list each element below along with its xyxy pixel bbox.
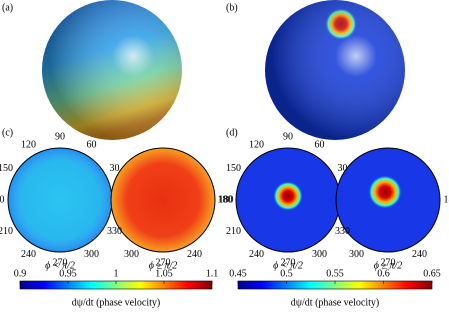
sphere-shading xyxy=(265,0,405,140)
angle-label: 120 xyxy=(249,140,264,151)
angle-label: 150 xyxy=(0,163,13,174)
polar-disk xyxy=(110,147,216,253)
angle-label: 240 xyxy=(21,249,36,260)
panel-label: (c) xyxy=(2,127,13,138)
colorbar-tick-label: 0.95 xyxy=(59,268,77,279)
colorbar-label: dψ/dt (phase velocity) xyxy=(72,297,160,308)
panel-label: (d) xyxy=(226,127,238,138)
polar-spot xyxy=(368,175,402,209)
angle-label: 300 xyxy=(312,249,327,260)
angle-label: 180 xyxy=(0,194,5,205)
polar-disk xyxy=(7,147,113,253)
subplot-label: ϕ < π/2 xyxy=(273,260,303,271)
panel-label: (b) xyxy=(226,2,238,13)
angle-label: 30 xyxy=(338,163,348,174)
polar-spot xyxy=(273,181,303,211)
angle-label: 90 xyxy=(55,131,65,142)
colorbar-tick-label: 1.05 xyxy=(155,268,173,279)
colorbar-tick-label: 0.9 xyxy=(14,268,27,279)
angle-label: 180 xyxy=(219,194,234,205)
angle-label: 300 xyxy=(124,249,139,260)
angle-label: 330 xyxy=(335,226,350,237)
subplot-label: ϕ ≥ π/2 xyxy=(149,260,177,271)
colorbar-tick-label: 1 xyxy=(114,268,119,279)
colorbar-tick-label: 0.55 xyxy=(326,268,344,279)
angle-label: 60 xyxy=(315,140,325,151)
colorbar-label: dψ/dt (phase velocity) xyxy=(291,297,379,308)
colorbar-tick-label: 0.65 xyxy=(423,268,441,279)
angle-label: 210 xyxy=(226,226,241,237)
angle-label: 270 xyxy=(281,257,296,268)
panel-label: (a) xyxy=(2,2,13,13)
angle-label: 180 xyxy=(444,194,449,205)
angle-label: 180 xyxy=(218,194,233,205)
angle-label: 270 xyxy=(53,257,68,268)
angle-label: 240 xyxy=(412,249,427,260)
angle-label: 120 xyxy=(21,140,36,151)
colorbar-tick-label: 0.45 xyxy=(229,268,247,279)
angle-label: 30 xyxy=(110,163,120,174)
angle-label: 90 xyxy=(283,131,293,142)
colorbar-tick-label: 0.5 xyxy=(280,268,293,279)
angle-label: 240 xyxy=(249,249,264,260)
angle-label: 150 xyxy=(226,163,241,174)
angle-label: 300 xyxy=(84,249,99,260)
colorbar-tick-label: 1.1 xyxy=(206,268,219,279)
sphere-shading xyxy=(42,0,182,140)
angle-label: 300 xyxy=(349,249,364,260)
angle-label: 60 xyxy=(87,140,97,151)
angle-label: 210 xyxy=(0,226,13,237)
angle-label: 240 xyxy=(187,249,202,260)
subplot-label: ϕ ≥ π/2 xyxy=(374,260,402,271)
angle-label: 330 xyxy=(107,226,122,237)
angle-label: 270 xyxy=(381,257,396,268)
colorbar-tick-label: 0.6 xyxy=(377,268,390,279)
subplot-label: ϕ < π/2 xyxy=(45,260,75,271)
angle-label: 270 xyxy=(156,257,171,268)
